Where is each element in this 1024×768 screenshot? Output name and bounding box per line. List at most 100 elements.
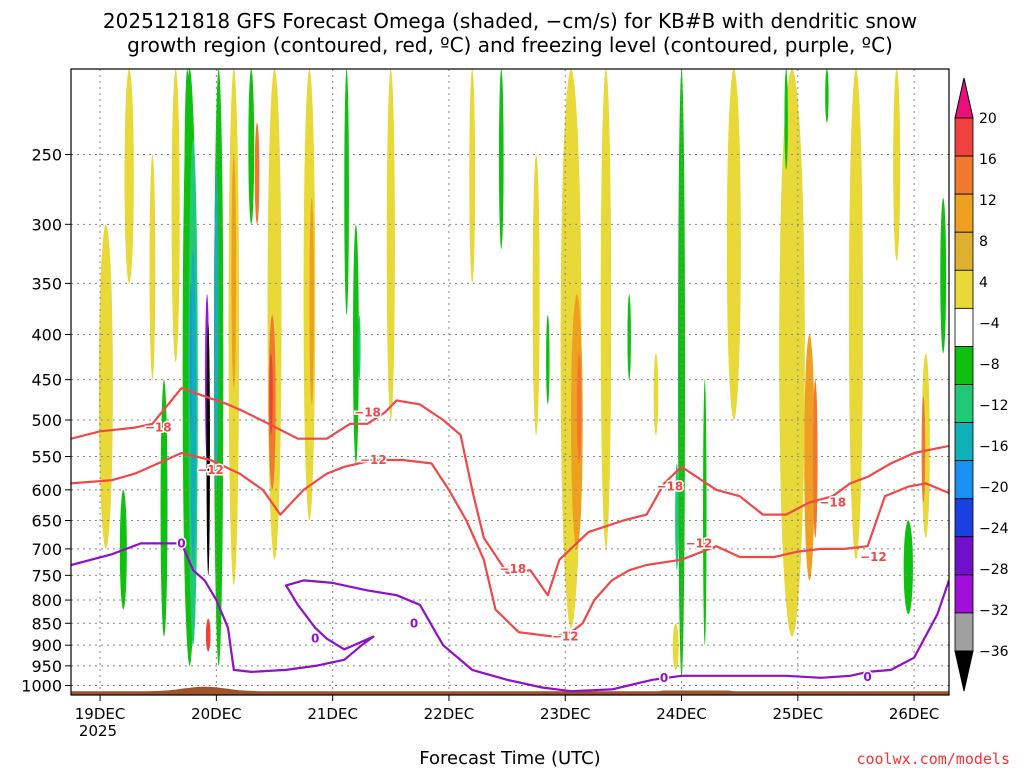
omega-cell-21b xyxy=(309,197,315,405)
label-minus12-24dec: −12 xyxy=(686,536,713,550)
colorbar-swatch-13 xyxy=(954,574,974,614)
x-tick-label-21dec: 21DEC xyxy=(307,705,358,723)
omega-cell-23c xyxy=(576,353,582,464)
x-tick-label-19dec: 19DEC xyxy=(75,705,126,723)
colorbar-label-10: −24 xyxy=(979,521,1009,537)
y-tick-label-950: 950 xyxy=(31,657,62,676)
omega-cell-25c xyxy=(812,379,818,538)
colorbar-label-9: −20 xyxy=(979,480,1009,496)
colorbar-label-13: −36 xyxy=(979,644,1009,660)
y-tick-label-400: 400 xyxy=(31,326,62,345)
colorbar-label-11: −28 xyxy=(979,562,1009,578)
label-zero-24dec: 0 xyxy=(660,671,668,685)
label-minus18-25dec: −18 xyxy=(819,495,846,509)
omega-cell-25f xyxy=(825,69,829,123)
colorbar: 20 16 12 8 4 −4 −8 −12 −16 −20 −24 −28 −32 −36 xyxy=(954,77,1009,692)
colorbar-label-12: −32 xyxy=(979,603,1009,619)
x-tick-label-24dec: 24DEC xyxy=(656,705,707,723)
contour-freezing-0 xyxy=(71,542,949,693)
y-tick-label-350: 350 xyxy=(31,274,62,293)
terrain-fill xyxy=(71,686,949,695)
omega-cell-22b xyxy=(498,69,504,250)
credit-text: coolwx.com/models xyxy=(856,750,1010,768)
y-tick-label-600: 600 xyxy=(31,481,62,500)
label-minus18-21dec: −18 xyxy=(354,405,381,419)
omega-cell-22c xyxy=(532,154,540,436)
colorbar-label-1: 16 xyxy=(979,152,997,168)
omega-cell-25a xyxy=(779,69,805,637)
label-minus12-26dec: −12 xyxy=(860,550,887,564)
colorbar-swatch-3 xyxy=(954,193,974,233)
omega-cell-20o xyxy=(269,353,273,436)
label-zero-22dec: 0 xyxy=(410,616,418,630)
omega-cell-25d xyxy=(848,69,863,560)
colorbar-swatch-1 xyxy=(954,117,974,157)
colorbar-swatch-12 xyxy=(954,536,974,576)
omega-cell-23e xyxy=(627,294,631,380)
omega-cell-21a xyxy=(303,69,316,521)
omega-cell-24c xyxy=(703,379,707,646)
omega-cell-19b xyxy=(124,69,134,284)
colorbar-swatch-6 xyxy=(954,307,974,347)
omega-cell-26a xyxy=(903,520,913,615)
omega-cell-20i xyxy=(205,618,211,652)
colorbar-swatch-9 xyxy=(954,422,974,462)
x-tick-label-26dec: 26DEC xyxy=(889,705,940,723)
omega-shading-layer xyxy=(98,69,947,678)
omega-cell-24d xyxy=(726,69,741,421)
omega-cell-19e xyxy=(171,69,180,363)
colorbar-label-0: 20 xyxy=(979,111,997,127)
omega-cell-20g xyxy=(214,169,219,490)
colorbar-label-3: 8 xyxy=(979,234,988,250)
omega-cell-22a xyxy=(469,69,476,284)
label-minus18-22dec: −18 xyxy=(500,562,527,576)
omega-cell-24a xyxy=(678,69,686,678)
omega-cell-20m xyxy=(267,69,282,560)
y-tick-label-800: 800 xyxy=(31,591,62,610)
contour-dgz-minus12 xyxy=(71,451,949,638)
y-tick-label-650: 650 xyxy=(31,512,62,531)
label-minus12-21dec: −12 xyxy=(360,453,387,467)
omega-cell-26d xyxy=(940,197,947,354)
contour-dgz-minus12-label: −12 xyxy=(197,463,224,477)
x-axis-title: Forecast Time (UTC) xyxy=(419,748,600,768)
omega-cell-25b xyxy=(804,334,815,581)
omega-cell-26c xyxy=(921,396,926,503)
colorbar-top-arrow xyxy=(954,77,974,119)
omega-cell-25e xyxy=(784,69,788,170)
colorbar-swatch-7 xyxy=(954,346,974,385)
colorbar-bottom-arrow xyxy=(954,650,974,692)
omega-cell-19d xyxy=(160,379,168,637)
y-tick-label-700: 700 xyxy=(31,540,62,559)
colorbar-swatch-8 xyxy=(954,384,974,423)
y-tick-label-900: 900 xyxy=(31,636,62,655)
omega-cell-20d xyxy=(189,283,192,436)
x-axis-year-label: 2025 xyxy=(79,722,117,740)
y-tick-label-550: 550 xyxy=(31,448,62,467)
colorbar-label-6: −8 xyxy=(979,357,1000,373)
colorbar-label-5: −4 xyxy=(979,316,1000,332)
y-axis: 250 300 350 400 450 500 550 600 650 700 750 800 850 9… xyxy=(21,145,71,696)
contour-layer xyxy=(71,387,949,693)
omega-cell-23d xyxy=(600,69,612,549)
colorbar-label-4: 4 xyxy=(979,275,988,291)
omega-cell-19a xyxy=(98,224,113,549)
colorbar-swatch-10 xyxy=(954,460,974,500)
plot-frame xyxy=(70,68,950,696)
colorbar-swatch-11 xyxy=(954,498,974,538)
contour-label-layer: −18 −12 0 −18 −12 −18 −12 −18 −12 −18 −12 0 0 0 0 xyxy=(143,404,888,687)
omega-cell-24e xyxy=(672,623,679,670)
y-tick-label-450: 450 xyxy=(31,371,62,390)
colorbar-swatch-2 xyxy=(954,155,974,195)
x-tick-label-25dec: 25DEC xyxy=(773,705,824,723)
omega-cell-23f xyxy=(653,353,659,436)
omega-cell-26e xyxy=(893,69,901,261)
x-tick-label-23dec: 23DEC xyxy=(540,705,591,723)
terrain-layer xyxy=(71,686,949,695)
colorbar-label-2: 12 xyxy=(979,193,997,209)
omega-cell-22d xyxy=(546,314,550,405)
chart-title-line2: growth region (contoured, red, ºC) and f… xyxy=(127,33,893,57)
x-tick-label-20dec: 20DEC xyxy=(191,705,242,723)
colorbar-swatch-5 xyxy=(954,269,974,309)
colorbar-label-8: −16 xyxy=(979,439,1009,455)
